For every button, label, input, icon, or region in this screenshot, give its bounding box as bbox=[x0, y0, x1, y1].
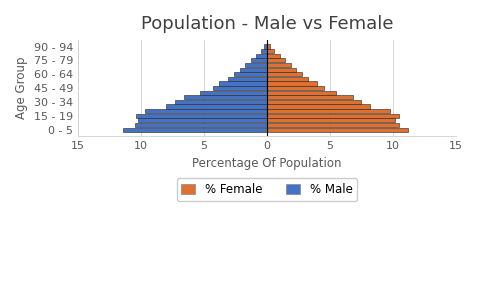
Bar bbox=[240, 67, 267, 72]
Bar bbox=[267, 49, 274, 53]
Bar bbox=[264, 45, 267, 49]
Bar bbox=[267, 63, 291, 67]
Bar bbox=[267, 128, 408, 132]
Bar bbox=[267, 123, 399, 127]
Bar bbox=[136, 114, 267, 118]
Bar bbox=[267, 82, 317, 86]
Bar bbox=[267, 72, 302, 76]
Bar bbox=[256, 54, 267, 58]
X-axis label: Percentage Of Population: Percentage Of Population bbox=[192, 156, 342, 170]
Bar bbox=[267, 91, 336, 95]
Bar bbox=[267, 118, 395, 122]
Y-axis label: Age Group: Age Group bbox=[15, 57, 28, 119]
Bar bbox=[175, 100, 267, 104]
Bar bbox=[267, 58, 284, 62]
Bar bbox=[213, 86, 267, 90]
Bar bbox=[267, 114, 399, 118]
Bar bbox=[228, 77, 267, 81]
Bar bbox=[267, 67, 296, 72]
Bar bbox=[261, 49, 267, 53]
Bar bbox=[234, 72, 267, 76]
Bar bbox=[166, 104, 267, 109]
Bar bbox=[267, 109, 391, 113]
Bar bbox=[267, 104, 370, 109]
Bar bbox=[219, 82, 267, 86]
Bar bbox=[267, 100, 361, 104]
Bar bbox=[267, 95, 353, 100]
Bar bbox=[246, 63, 267, 67]
Bar bbox=[145, 109, 267, 113]
Bar bbox=[267, 54, 280, 58]
Bar bbox=[134, 123, 267, 127]
Bar bbox=[250, 58, 267, 62]
Bar bbox=[267, 86, 324, 90]
Title: Population - Male vs Female: Population - Male vs Female bbox=[141, 15, 393, 33]
Bar bbox=[123, 128, 267, 132]
Legend: % Female, % Male: % Female, % Male bbox=[176, 178, 357, 201]
Bar bbox=[184, 95, 267, 100]
Bar bbox=[267, 77, 308, 81]
Bar bbox=[200, 91, 267, 95]
Bar bbox=[267, 45, 270, 49]
Bar bbox=[138, 118, 267, 122]
